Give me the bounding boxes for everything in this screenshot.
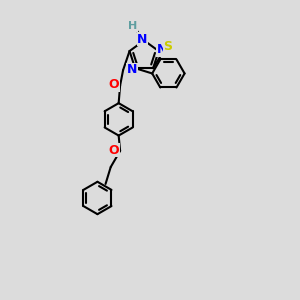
Text: N: N: [157, 44, 167, 56]
Text: O: O: [108, 78, 119, 92]
Text: N: N: [137, 33, 148, 46]
Text: O: O: [108, 144, 119, 157]
Text: N: N: [127, 63, 137, 76]
Text: H: H: [128, 21, 137, 31]
Text: S: S: [163, 40, 172, 53]
